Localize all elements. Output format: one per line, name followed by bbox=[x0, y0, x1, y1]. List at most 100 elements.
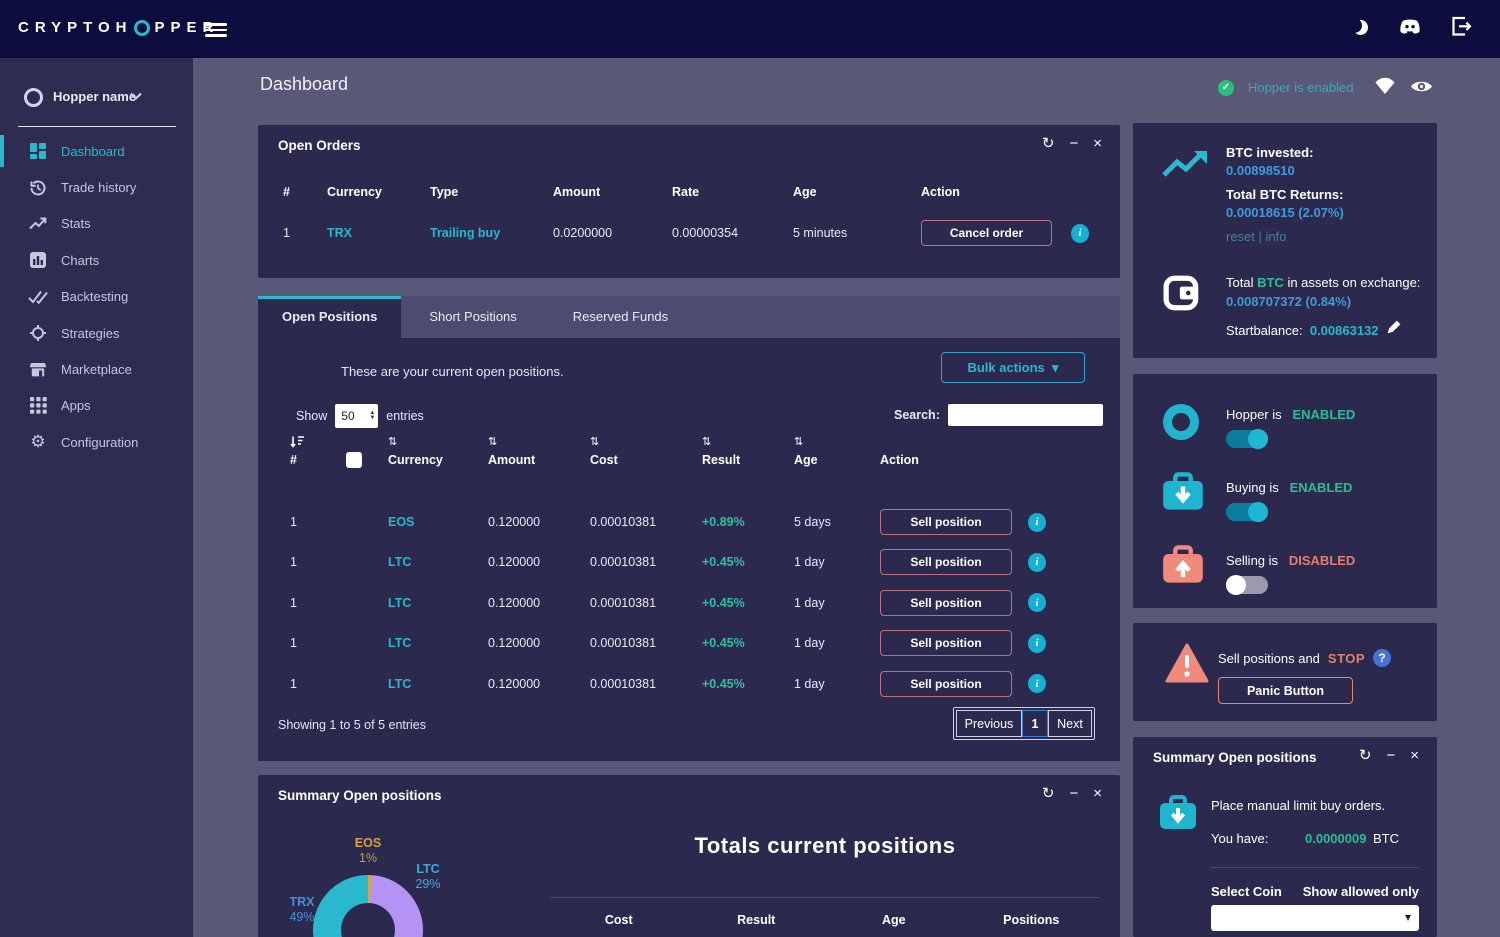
info-icon[interactable]: i bbox=[1028, 552, 1046, 572]
info-icon[interactable]: i bbox=[1071, 223, 1089, 243]
trending-up-icon bbox=[1161, 149, 1209, 184]
info-icon[interactable]: i bbox=[1028, 593, 1046, 613]
currency-cell[interactable]: LTC bbox=[388, 676, 412, 691]
minimize-icon[interactable]: − bbox=[1386, 747, 1396, 764]
divider bbox=[1211, 867, 1419, 868]
refresh-icon[interactable]: ↻ bbox=[1041, 135, 1055, 152]
manual-description: Place manual limit buy orders. bbox=[1211, 798, 1386, 813]
positions-tabbar: Open Positions Short Positions Reserved … bbox=[258, 296, 1120, 341]
sidebar-item-apps[interactable]: Apps bbox=[0, 388, 193, 424]
minimize-icon[interactable]: − bbox=[1069, 785, 1079, 802]
tab-open-positions[interactable]: Open Positions bbox=[258, 296, 402, 341]
previous-page-button[interactable]: Previous bbox=[956, 710, 1022, 737]
info-icon[interactable]: i bbox=[1028, 512, 1046, 532]
table-row: 1 LTC 0.120000 0.00010381 +0.45% 1 day S… bbox=[258, 542, 1152, 582]
currency-cell[interactable]: EOS bbox=[388, 515, 415, 529]
cryptohopper-logo[interactable]: CRYPTOH PPER bbox=[18, 19, 219, 36]
toggle-state: DISABLED bbox=[1288, 553, 1356, 568]
entries-count-stepper[interactable]: 50 ▲ ▼ bbox=[335, 404, 379, 428]
age-cell: 1 day bbox=[794, 555, 825, 570]
discord-icon[interactable] bbox=[1399, 18, 1421, 38]
row-number: 1 bbox=[290, 636, 297, 651]
sell-position-button[interactable]: Sell position bbox=[880, 589, 1012, 616]
sort-icon[interactable]: ⇅ bbox=[794, 436, 804, 448]
cost-cell: 0.00010381 bbox=[590, 636, 657, 651]
trending-up-icon bbox=[28, 215, 48, 233]
sidebar-item-label: Strategies bbox=[61, 325, 120, 341]
sell-position-button[interactable]: Sell position bbox=[880, 670, 1012, 697]
sort-amount-icon[interactable] bbox=[290, 435, 305, 449]
sign-out-icon[interactable] bbox=[1451, 16, 1472, 40]
show-allowed-label: Show allowed only bbox=[1302, 884, 1419, 899]
toggle-label: Hopper is bbox=[1226, 407, 1282, 422]
stepper-up-icon[interactable]: ▲ bbox=[369, 410, 376, 416]
coin-select-dropdown[interactable]: ▾ bbox=[1211, 905, 1419, 931]
btc-returns-label: Total BTC Returns: bbox=[1226, 187, 1344, 202]
sidebar-item-charts[interactable]: Charts bbox=[0, 242, 193, 278]
current-page-button[interactable]: 1 bbox=[1022, 710, 1048, 737]
tab-reserved-funds[interactable]: Reserved Funds bbox=[572, 309, 669, 324]
refresh-icon[interactable]: ↻ bbox=[1041, 785, 1055, 802]
info-icon[interactable]: i bbox=[1028, 674, 1046, 694]
sort-icon[interactable]: ⇅ bbox=[702, 436, 712, 448]
help-question-icon[interactable]: ? bbox=[1373, 649, 1392, 667]
sidebar-item-stats[interactable]: Stats bbox=[0, 206, 193, 242]
stepper-down-icon[interactable]: ▼ bbox=[369, 415, 376, 421]
buying-toggle[interactable] bbox=[1226, 502, 1268, 522]
sidebar-item-trade-history[interactable]: Trade history bbox=[0, 169, 193, 205]
sell-position-button[interactable]: Sell position bbox=[880, 549, 1012, 576]
sidebar-item-strategies[interactable]: Strategies bbox=[0, 315, 193, 351]
warning-triangle-icon bbox=[1165, 643, 1209, 686]
currency-cell[interactable]: LTC bbox=[388, 636, 412, 651]
signal-icon[interactable] bbox=[1374, 77, 1396, 98]
age-cell: 5 days bbox=[794, 515, 831, 529]
reset-link[interactable]: reset bbox=[1226, 229, 1255, 244]
refresh-icon[interactable]: ↻ bbox=[1358, 747, 1372, 764]
sort-icon[interactable]: ⇅ bbox=[488, 436, 498, 448]
selling-toggle[interactable] bbox=[1226, 575, 1268, 595]
stop-text: STOP bbox=[1327, 650, 1366, 666]
search-input[interactable] bbox=[947, 404, 1103, 426]
currency-cell[interactable]: LTC bbox=[388, 555, 412, 570]
select-all-checkbox[interactable] bbox=[346, 452, 362, 468]
hopper-toggle[interactable] bbox=[1226, 429, 1268, 449]
edit-pencil-icon[interactable] bbox=[1386, 320, 1402, 338]
pagination: Previous 1 Next bbox=[953, 707, 1095, 740]
info-icon[interactable]: i bbox=[1028, 633, 1046, 653]
show-label: Show bbox=[296, 409, 328, 423]
sort-icon[interactable]: ⇅ bbox=[590, 436, 600, 448]
amount-cell: 0.120000 bbox=[488, 636, 541, 651]
sell-position-button[interactable]: Sell position bbox=[880, 509, 1012, 535]
currency-cell[interactable]: LTC bbox=[388, 595, 412, 610]
cancel-order-button[interactable]: Cancel order bbox=[921, 220, 1052, 246]
order-number: 1 bbox=[283, 226, 290, 240]
dark-mode-moon-icon[interactable] bbox=[1351, 19, 1369, 37]
sell-position-button[interactable]: Sell position bbox=[880, 630, 1012, 657]
sidebar-item-backtesting[interactable]: Backtesting bbox=[0, 279, 193, 315]
eye-icon[interactable] bbox=[1410, 79, 1433, 97]
next-page-button[interactable]: Next bbox=[1048, 710, 1092, 737]
tab-short-positions[interactable]: Short Positions bbox=[429, 309, 517, 324]
sidebar-item-dashboard[interactable]: Dashboard bbox=[0, 133, 193, 169]
sidebar-item-marketplace[interactable]: Marketplace bbox=[0, 351, 193, 387]
info-link[interactable]: info bbox=[1265, 229, 1287, 244]
sidebar-item-configuration[interactable]: ⚙ Configuration bbox=[0, 424, 193, 460]
order-currency[interactable]: TRX bbox=[327, 226, 352, 240]
panic-button[interactable]: Panic Button bbox=[1218, 677, 1353, 704]
close-icon[interactable]: × bbox=[1093, 785, 1102, 802]
positions-description: These are your current open positions. bbox=[341, 364, 564, 379]
hopper-selector[interactable]: Hopper name bbox=[0, 86, 193, 110]
close-icon[interactable]: × bbox=[1093, 135, 1102, 152]
totals-title: Totals current positions bbox=[694, 833, 956, 858]
open-order-row: 1 TRX Trailing buy 0.0200000 0.00000354 … bbox=[258, 220, 1145, 246]
sidebar-item-label: Dashboard bbox=[61, 143, 125, 159]
menu-toggle-icon[interactable] bbox=[205, 20, 227, 38]
bulk-actions-button[interactable]: Bulk actions ▾ bbox=[941, 352, 1085, 383]
sort-icon[interactable]: ⇅ bbox=[388, 436, 398, 448]
close-icon[interactable]: × bbox=[1410, 747, 1419, 764]
toggle-label: Buying is bbox=[1226, 480, 1279, 495]
minimize-icon[interactable]: − bbox=[1069, 135, 1079, 152]
hopper-status: ✓ Hopper is enabled bbox=[1218, 77, 1433, 98]
hopper-status-text: Hopper is enabled bbox=[1248, 80, 1354, 95]
check-circle-icon: ✓ bbox=[1218, 79, 1234, 96]
